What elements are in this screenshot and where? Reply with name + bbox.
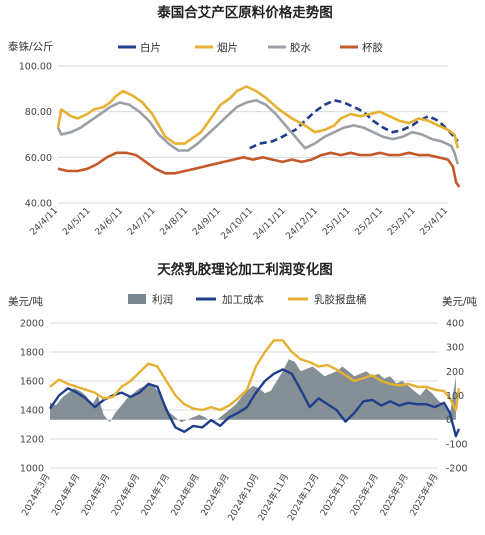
chart1-y-ticks: 100.00 80.00 60.00 40.00 bbox=[19, 62, 52, 210]
chart2-y-tick-right-label: 0 bbox=[446, 415, 452, 426]
chart2-y-ticks-right: 400 300 200 100 0 -100 -200 bbox=[446, 319, 468, 475]
chart2-y-tick-left-label: 1600 bbox=[20, 377, 44, 388]
chart1-legend-item-2: 胶水 bbox=[268, 41, 311, 54]
chart2-y-unit-right: 美元/吨 bbox=[442, 295, 478, 308]
chart1-x-tick-label: 25/2/11 bbox=[354, 206, 386, 238]
chart1-title: 泰国合艾产区原料价格走势图 bbox=[156, 4, 333, 21]
chart1-x-tick-label: 24/11/11 bbox=[252, 206, 288, 242]
chart1-x-tick-label: 24/7/11 bbox=[126, 206, 158, 238]
chart1-x-tick-label: 24/8/11 bbox=[159, 206, 191, 238]
chart1-x-tick-label: 24/6/11 bbox=[94, 206, 126, 238]
chart1-x-tick-label: 24/5/11 bbox=[61, 206, 93, 238]
chart2-x-tick-label: 2025年2月 bbox=[347, 472, 381, 518]
chart1-y-unit: 泰铢/公斤 bbox=[8, 40, 54, 53]
chart1-x-tick-label: 24/12/11 bbox=[284, 206, 320, 242]
chart2-x-tick-label: 2025年1月 bbox=[317, 472, 351, 518]
chart1-x-tick-label: 25/4/11 bbox=[419, 206, 451, 238]
chart1-legend-item-3: 杯胶 bbox=[340, 41, 383, 54]
chart1-series-line-2 bbox=[56, 99, 460, 165]
chart2-x-tick-label: 2025年3月 bbox=[377, 472, 411, 518]
chart1-x-tick-label: 25/1/11 bbox=[321, 206, 353, 238]
chart1-legend-label-1: 烟片 bbox=[217, 41, 238, 54]
chart2-y-tick-right-label: 400 bbox=[446, 319, 464, 330]
chart2-legend-item-1: 加工成本 bbox=[196, 293, 264, 306]
chart2-x-ticks: 2024年3月2024年4月2024年5月2024年6月2024年7月2024年… bbox=[19, 472, 441, 523]
chart2: 天然乳胶理论加工利润变化图 美元/吨 美元/吨 利润 加工成本 乳胶报盘桶 bbox=[8, 261, 477, 523]
chart2-y-tick-left-label: 1400 bbox=[20, 406, 44, 417]
chart2-series-line-1 bbox=[49, 368, 461, 438]
chart2-legend-item-0: 利润 bbox=[128, 293, 173, 306]
chart2-y-tick-left-label: 1200 bbox=[20, 435, 44, 446]
chart2-series bbox=[49, 339, 461, 438]
chart2-y-tick-left-label: 1800 bbox=[20, 348, 44, 359]
chart2-y-unit-left: 美元/吨 bbox=[8, 295, 44, 308]
chart2-series-line-2 bbox=[49, 339, 461, 412]
chart2-y-tick-right-label: -100 bbox=[446, 439, 468, 450]
chart1-legend-label-0: 白片 bbox=[140, 41, 161, 54]
chart1-x-tick-label: 25/3/11 bbox=[386, 206, 418, 238]
chart2-x-tick-label: 2024年3月 bbox=[19, 472, 53, 518]
chart2-x-tick-label: 2024年4月 bbox=[49, 472, 83, 518]
chart2-y-tick-right-label: 200 bbox=[446, 367, 464, 378]
chart2-legend-item-2: 乳胶报盘桶 bbox=[288, 293, 367, 306]
chart1-y-tick-label: 100.00 bbox=[19, 62, 52, 73]
chart2-x-tick-label: 2025年4月 bbox=[407, 472, 441, 518]
chart2-x-tick-label: 2024年5月 bbox=[79, 472, 113, 518]
chart1: 泰国合艾产区原料价格走势图 泰铢/公斤 白片 烟片 胶水 杯胶 bbox=[8, 4, 461, 242]
chart2-y-tick-left-label: 2000 bbox=[20, 319, 44, 330]
chart1-y-tick-label: 40.00 bbox=[25, 199, 52, 210]
chart1-series bbox=[56, 85, 461, 188]
chart1-legend-label-2: 胶水 bbox=[290, 41, 311, 54]
chart2-y-tick-left-label: 1000 bbox=[20, 464, 44, 475]
chart1-x-tick-label: 24/9/11 bbox=[191, 206, 223, 238]
chart2-y-tick-right-label: 100 bbox=[446, 391, 464, 402]
chart2-x-tick-label: 2024年6月 bbox=[108, 472, 142, 518]
chart1-legend-item-0: 白片 bbox=[118, 41, 161, 54]
chart2-legend-label-1: 加工成本 bbox=[222, 293, 264, 306]
chart2-x-tick-label: 2024年7月 bbox=[138, 472, 172, 518]
chart1-legend-label-3: 杯胶 bbox=[362, 41, 383, 54]
chart2-legend: 利润 加工成本 乳胶报盘桶 bbox=[128, 293, 367, 306]
chart1-y-tick-label: 60.00 bbox=[25, 153, 52, 164]
chart2-y-tick-right-label: -200 bbox=[446, 464, 468, 475]
chart2-title: 天然乳胶理论加工利润变化图 bbox=[157, 261, 333, 278]
chart2-y-ticks-left: 2000 1800 1600 1400 1200 1000 bbox=[20, 319, 44, 475]
chart2-legend-label-2: 乳胶报盘桶 bbox=[314, 293, 367, 306]
chart1-gridlines bbox=[58, 65, 448, 204]
chart1-series-line-3 bbox=[57, 151, 461, 188]
chart1-legend: 白片 烟片 胶水 杯胶 bbox=[118, 41, 383, 54]
chart1-series-line-1 bbox=[56, 85, 460, 149]
chart2-x-tick-label: 2024年8月 bbox=[168, 472, 202, 518]
chart1-x-ticks: 24/4/11 24/5/11 24/6/11 24/7/11 24/8/11 24/9/… bbox=[29, 206, 451, 242]
chart2-x-tick-label: 2024年9月 bbox=[198, 472, 232, 518]
chart1-y-tick-label: 80.00 bbox=[25, 107, 52, 118]
chart1-x-tick-label: 24/4/11 bbox=[29, 206, 61, 238]
chart2-legend-label-0: 利润 bbox=[152, 293, 173, 306]
chart2-profit-area bbox=[50, 359, 456, 423]
chart1-legend-item-1: 烟片 bbox=[195, 41, 238, 54]
chart1-x-tick-label: 24/10/11 bbox=[219, 206, 255, 242]
chart2-y-tick-right-label: 300 bbox=[446, 343, 464, 354]
